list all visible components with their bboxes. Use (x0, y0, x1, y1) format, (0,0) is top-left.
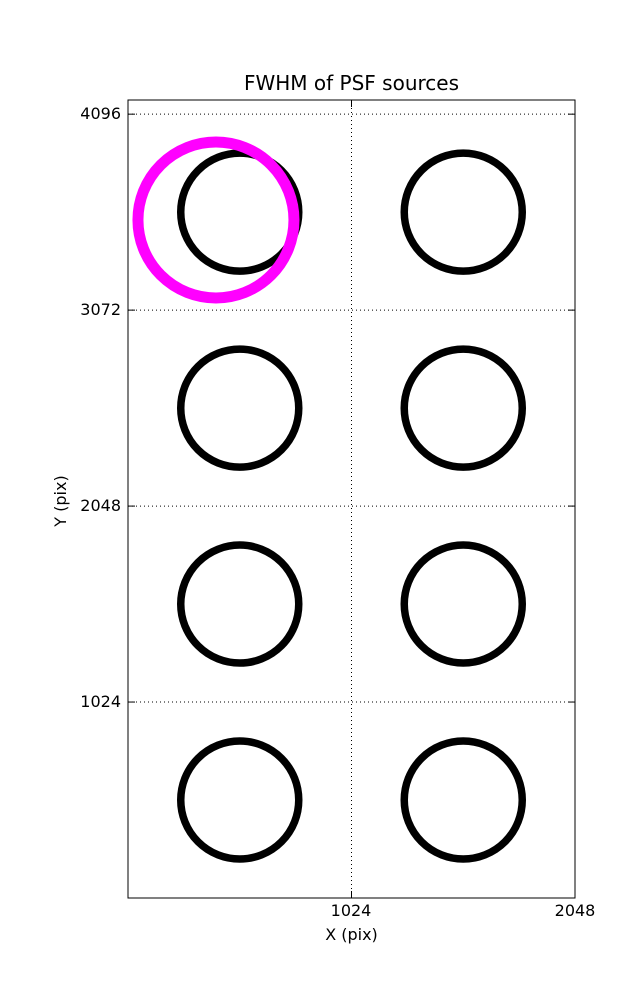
ytick-label-2048: 2048 (80, 496, 121, 515)
ytick-label-3072: 3072 (80, 300, 121, 319)
chart-title: FWHM of PSF sources (243, 71, 460, 95)
x-axis-label: X (pix) (325, 925, 378, 944)
psf-source-marker (177, 345, 303, 471)
psf-source-marker (400, 737, 526, 863)
psf-source-marker (177, 737, 303, 863)
ytick-label-4096: 4096 (80, 104, 121, 123)
y-axis-label: Y (pix) (51, 475, 70, 527)
psf-source-marker (400, 149, 526, 275)
axes-frame (127, 99, 576, 899)
highlighted-source-marker (132, 136, 300, 304)
psf-source-marker (177, 541, 303, 667)
ytick-label-1024: 1024 (80, 692, 121, 711)
xtick-label-1024: 1024 (330, 901, 372, 920)
xtick-label-2048: 2048 (554, 901, 596, 920)
psf-source-marker (400, 345, 526, 471)
psf-source-marker (400, 541, 526, 667)
